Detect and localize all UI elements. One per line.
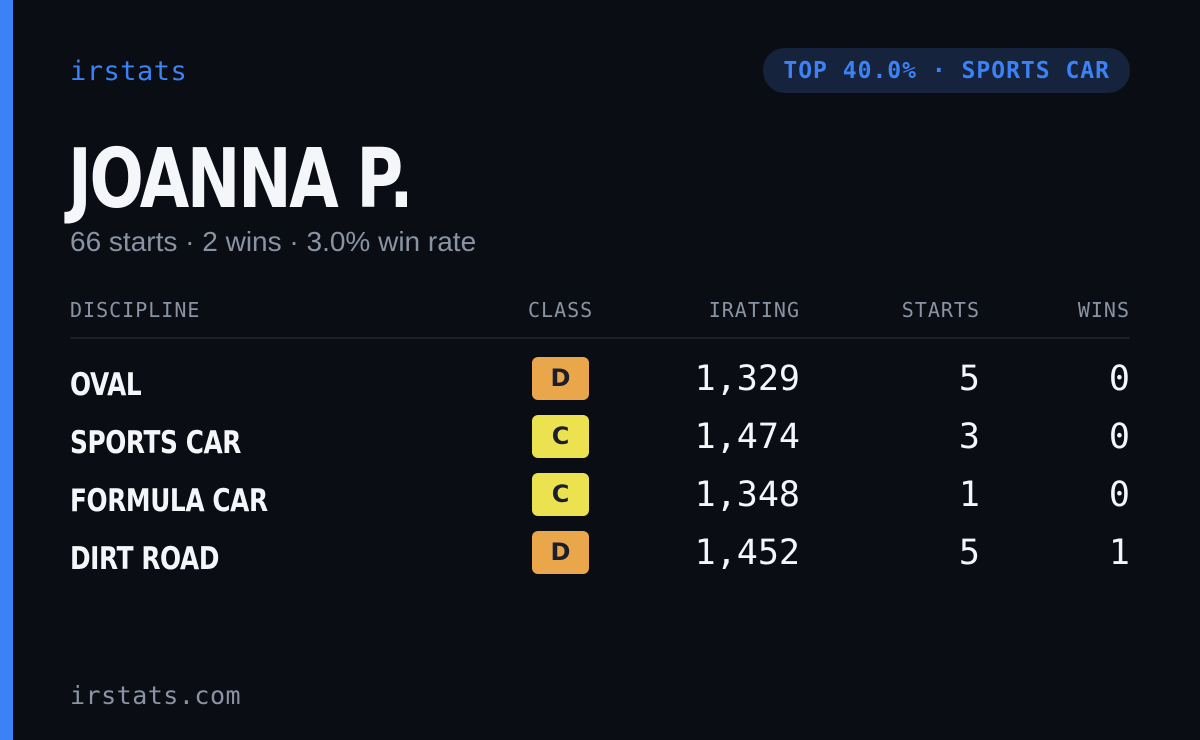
header-starts: STARTS [901, 298, 980, 322]
irating-value: 1,329 [694, 359, 800, 399]
header-irating: IRATING [708, 298, 800, 322]
starts-value: 5 [958, 533, 980, 573]
table-row: SPORTS CAR C 1,474 3 0 [70, 413, 1130, 471]
stats-table: DISCIPLINE CLASS IRATING STARTS WINS OVA… [70, 296, 1130, 587]
irating-value: 1,474 [694, 417, 800, 457]
discipline-name: FORMULA CAR [70, 483, 268, 519]
class-badge: D [532, 531, 589, 574]
table-header: DISCIPLINE CLASS IRATING STARTS WINS [70, 296, 1130, 339]
wins-value: 0 [1108, 359, 1130, 399]
irating-value: 1,348 [694, 475, 800, 515]
table-row: FORMULA CAR C 1,348 1 0 [70, 471, 1130, 529]
table-row: DIRT ROAD D 1,452 5 1 [70, 529, 1130, 587]
header-discipline: DISCIPLINE [70, 298, 201, 322]
irating-value: 1,452 [694, 533, 800, 573]
driver-name: JOANNA P. [68, 132, 413, 227]
wins-value: 0 [1108, 475, 1130, 515]
starts-value: 1 [958, 475, 980, 515]
table-row: OVAL D 1,329 5 0 [70, 355, 1130, 413]
header-class: CLASS [528, 298, 594, 322]
brand-logo: irstats [70, 56, 188, 87]
class-badge: C [532, 473, 589, 516]
rank-badge: TOP 40.0% · SPORTS CAR [763, 48, 1130, 93]
discipline-name: DIRT ROAD [70, 541, 220, 577]
wins-value: 0 [1108, 417, 1130, 457]
header-wins: WINS [1077, 298, 1130, 322]
table-body: OVAL D 1,329 5 0 SPORTS CAR C 1,474 3 0 … [70, 339, 1130, 587]
discipline-name: OVAL [70, 367, 142, 403]
discipline-name: SPORTS CAR [70, 425, 242, 461]
driver-summary: 66 starts · 2 wins · 3.0% win rate [70, 226, 477, 257]
starts-value: 5 [958, 359, 980, 399]
class-badge: C [532, 415, 589, 458]
accent-bar [0, 0, 13, 740]
footer-url: irstats.com [70, 681, 242, 710]
starts-value: 3 [958, 417, 980, 457]
wins-value: 1 [1108, 533, 1130, 573]
class-badge: D [532, 357, 589, 400]
